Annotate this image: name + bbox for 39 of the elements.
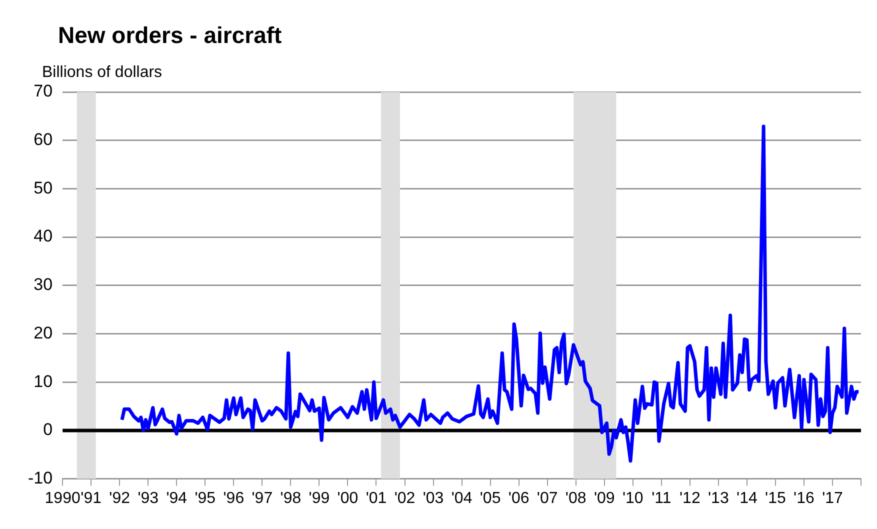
x-tick-label: '99 — [308, 490, 330, 507]
x-tick-label: '13 — [708, 490, 729, 507]
x-tick-label: '09 — [594, 490, 615, 507]
y-tick-label: -10 — [28, 468, 53, 488]
y-tick-label: 10 — [34, 372, 53, 391]
x-tick-label: '96 — [223, 490, 244, 507]
x-tick-label: '95 — [194, 490, 216, 507]
x-tick-label: '07 — [536, 490, 558, 507]
x-tick-label: '92 — [109, 490, 130, 507]
x-tick-label: '94 — [166, 490, 188, 507]
x-tick-label: '15 — [765, 490, 786, 507]
y-tick-label: 30 — [34, 275, 53, 294]
y-tick-label: 20 — [34, 323, 53, 342]
x-tick-label: '03 — [422, 490, 444, 507]
x-tick-label: '98 — [280, 490, 302, 507]
y-tick-label: 0 — [43, 420, 53, 440]
chart-title: New orders - aircraft — [58, 22, 282, 49]
x-tick-label: '97 — [252, 490, 273, 507]
x-tick-label: '93 — [138, 490, 159, 507]
x-tick-label: '01 — [366, 490, 387, 507]
x-tick-label: '06 — [508, 490, 530, 507]
x-tick-label: '02 — [394, 490, 416, 507]
x-tick-label: '11 — [652, 490, 672, 507]
y-tick-label: 40 — [34, 226, 53, 246]
x-tick-label: '91 — [80, 490, 102, 507]
x-tick-label: '16 — [794, 490, 814, 507]
x-tick-label: '17 — [822, 490, 844, 507]
x-tick-label: '12 — [679, 490, 700, 507]
x-tick-label: '00 — [337, 490, 358, 507]
y-tick-label: 70 — [34, 82, 53, 101]
y-axis-title: Billions of dollars — [42, 64, 162, 82]
x-tick-label: '04 — [451, 490, 472, 507]
x-tick-label: 1990 — [44, 490, 80, 507]
x-tick-label: '08 — [565, 490, 586, 507]
x-tick-label: '10 — [622, 490, 644, 507]
y-tick-label: 60 — [34, 130, 53, 150]
y-tick-label: 50 — [34, 178, 53, 198]
x-tick-label: '05 — [480, 490, 501, 507]
x-tick-label: '14 — [736, 490, 758, 507]
